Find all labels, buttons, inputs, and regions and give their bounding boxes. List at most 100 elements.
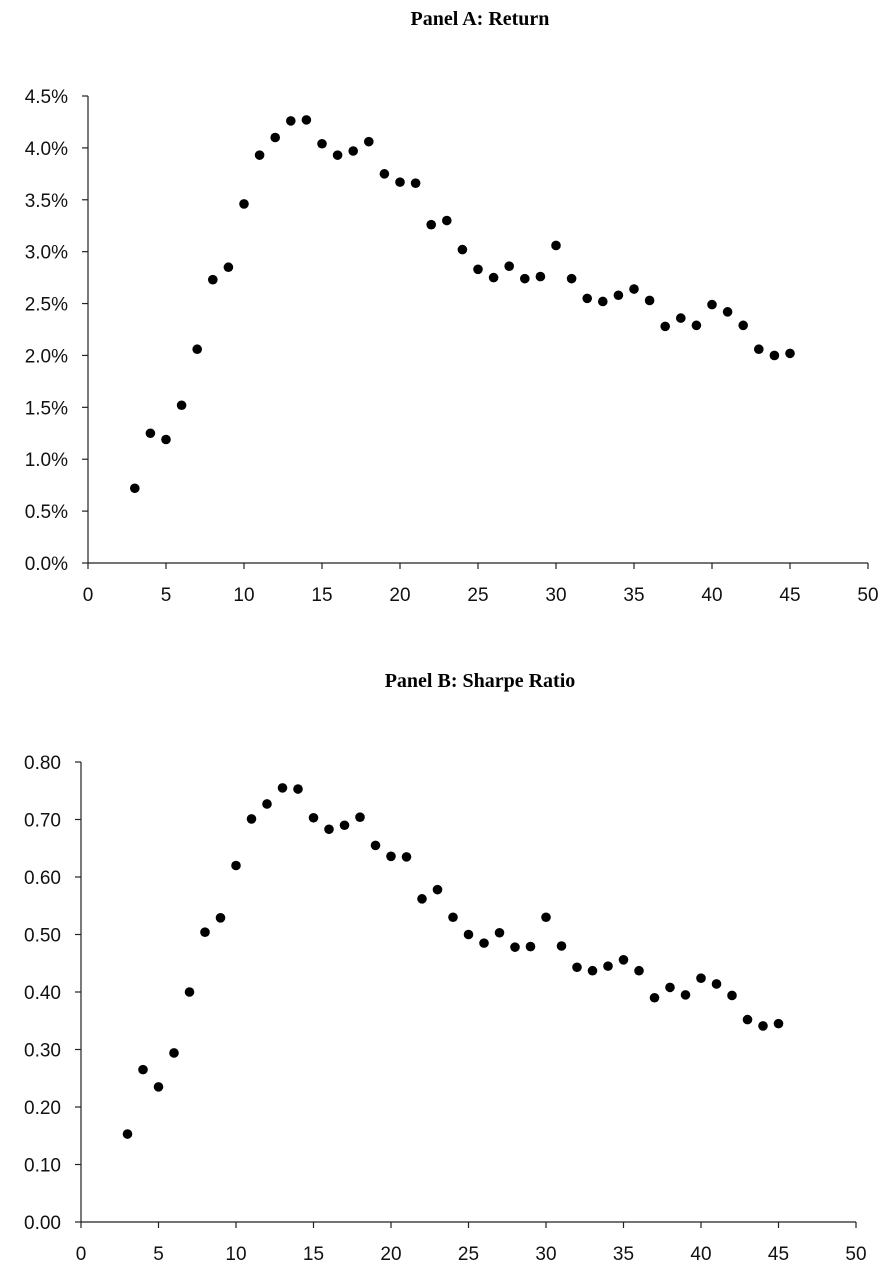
panel-b-data-point [153, 1082, 164, 1092]
panel-b-y-tick-label: 0.20 [24, 1098, 61, 1119]
panel-a-data-point [691, 320, 702, 331]
panel-a-y-tick-label: 0.5% [25, 502, 68, 523]
panel-a-x-tick-label: 50 [857, 585, 878, 606]
panel-b-x-tick-label: 10 [225, 1244, 246, 1265]
panel-b-y-tick-label: 0.80 [24, 753, 61, 774]
panel-b-data-point [417, 894, 427, 904]
panel-a-data-point [754, 344, 764, 355]
panel-a-data-point [192, 344, 202, 355]
panel-b-data-point [339, 820, 350, 831]
panel-a-y-tick-label: 1.5% [25, 398, 68, 419]
panel-b-data-point [727, 990, 737, 1001]
panel-b-data-point [246, 814, 257, 824]
panel-b-x-tick-label: 40 [690, 1244, 711, 1265]
panel-b-x-tick-label: 50 [845, 1244, 866, 1265]
panel-a-x-tick-label: 5 [161, 585, 172, 606]
panel-a-data-point [410, 178, 421, 188]
panel-b-y-tick-label: 0.30 [24, 1041, 61, 1062]
panel-a-y-tick-label: 3.5% [25, 191, 68, 212]
panel-b-data-point [634, 965, 644, 976]
panel-a-y-tick-label: 1.0% [25, 450, 68, 471]
panel-a-y-tick-label: 4.0% [25, 139, 68, 160]
panel-b-data-point [169, 1048, 179, 1058]
panel-a-data-point [551, 240, 561, 251]
panel-a-data-point [239, 199, 249, 209]
panel-b-data-point [479, 938, 489, 948]
panel-a-data-point [488, 272, 499, 283]
panel-a-data-point [598, 296, 608, 307]
panel-b-data-point [680, 990, 691, 1000]
panel-a-data-point [208, 274, 218, 285]
panel-a-data-point [722, 307, 733, 317]
panel-a-data-point [442, 215, 452, 226]
panel-b-data-point [370, 840, 381, 851]
panel-b-x-tick-label: 25 [458, 1244, 479, 1265]
panel-a-title: Panel A: Return [410, 8, 550, 30]
panel-b-data-point [587, 965, 598, 976]
panel-a-chart: 0.0% 0.5% 1.0% 1.5% 2.0% 2.5% 3.0% 3.5% 4.0% 4.5%… [25, 87, 879, 606]
panel-b-data-point [556, 941, 567, 951]
panel-b-y-tick-label: 0.10 [24, 1156, 61, 1177]
panel-a-y-tick-label: 2.5% [25, 295, 68, 316]
panel-a-data-point [504, 261, 514, 271]
panel-a-data-point [535, 271, 546, 282]
panel-b-y-tick-label: 0.00 [24, 1213, 61, 1234]
panel-b-x-tick-label: 15 [303, 1244, 324, 1265]
panel-b-data-point [122, 1129, 133, 1139]
panel-a-x-tick-label: 40 [701, 585, 722, 606]
panel-a-x-tick-label: 10 [233, 585, 254, 606]
panel-a-data-point [254, 150, 265, 160]
panel-a-data-point [395, 177, 405, 187]
panel-b-data-point [773, 1018, 784, 1029]
panel-b-data-point [665, 982, 675, 993]
panel-b-data-point [510, 942, 520, 952]
panel-b-data-point [277, 783, 288, 793]
panel-a-data-point [676, 313, 686, 323]
panel-a-data-point [223, 262, 234, 273]
panel-b-x-tick-label: 35 [613, 1244, 634, 1265]
panel-b-data-point [308, 812, 319, 823]
panel-b-x-tick-label: 0 [76, 1244, 87, 1265]
panel-b-data-point [448, 912, 458, 923]
panel-b-data-point [696, 973, 706, 983]
panel-b-data-point [494, 927, 505, 938]
panel-a-data-point [566, 273, 577, 284]
panel-a-x-tick-label: 45 [779, 585, 800, 606]
panel-b-title: Panel B: Sharpe Ratio [384, 670, 576, 692]
panel-a-data-point [317, 138, 327, 149]
panel-a-data-point [660, 321, 670, 332]
panel-b-data-point [711, 979, 722, 989]
panel-b-data-point [572, 962, 582, 973]
panel-a-data-point [301, 115, 312, 125]
panel-b-data-point [138, 1064, 148, 1075]
panel-b-data-point [215, 913, 226, 923]
panel-a-data-point [332, 150, 343, 160]
panel-a-data-point [130, 483, 140, 494]
panel-b-data-point [618, 955, 629, 965]
panel-b-data-point [184, 987, 195, 997]
panel-a-x-tick-label: 30 [545, 585, 566, 606]
panel-a-x-tick-label: 25 [467, 585, 488, 606]
panel-a-data-point [348, 146, 359, 156]
panel-a-x-tick-label: 0 [83, 585, 94, 606]
panel-b-data-point [231, 860, 241, 871]
panel-a-y-tick-label: 3.0% [25, 243, 68, 264]
panel-b-data-point [200, 927, 210, 937]
panel-b-data-point [649, 992, 660, 1003]
panel-a-data-point [473, 264, 483, 275]
panel-a-data-point [270, 132, 281, 143]
panel-a-data-point [161, 434, 171, 445]
panel-b-x-tick-label: 20 [380, 1244, 401, 1265]
panel-a-data-point [426, 219, 437, 230]
panel-a-data-point [644, 295, 655, 306]
panel-a-y-tick-label: 2.0% [25, 346, 68, 367]
panel-a-data-point [582, 293, 592, 304]
panel-a-data-point [785, 348, 795, 359]
panel-b-data-point [541, 912, 551, 923]
panel-b-data-point [293, 784, 303, 794]
panel-a-data-point [379, 169, 390, 179]
panel-b-data-point [262, 799, 272, 809]
panel-b-x-tick-label: 30 [535, 1244, 556, 1265]
panel-b-y-tick-label: 0.70 [24, 811, 61, 832]
